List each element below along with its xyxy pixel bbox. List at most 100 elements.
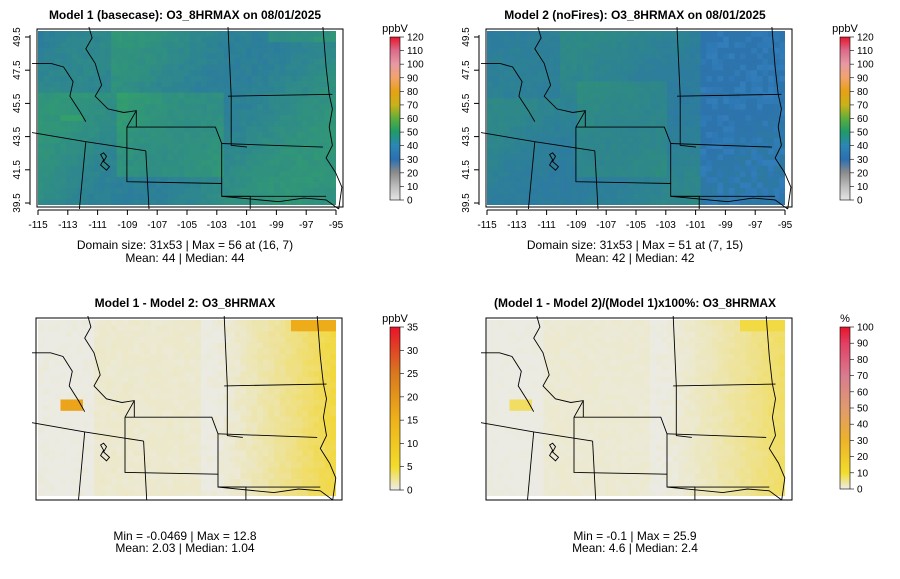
grid-cell [257,176,264,183]
grid-cell [99,427,106,434]
grid-cell [240,120,247,127]
grid-cell [492,70,499,77]
grid-cell [700,188,707,195]
grid-cell [49,342,56,349]
grid-cell [156,143,163,150]
grid-cell [520,81,527,88]
grid-cell [756,64,763,71]
grid-cell [38,64,45,71]
grid-cell [492,193,499,200]
grid-cell [150,331,157,338]
grid-cell [144,120,151,127]
grid-cell [66,109,73,116]
grid-cell [99,154,106,161]
grid-cell [672,81,679,88]
grid-cell [178,376,185,383]
grid-cell [756,154,763,161]
grid-cell [593,143,600,150]
grid-cell [526,59,533,66]
grid-cell [88,126,95,133]
grid-cell [756,36,763,43]
grid-cell [302,176,309,183]
grid-cell [560,188,567,195]
grid-cell [99,478,106,486]
grid-cell [38,371,45,378]
grid-cell [768,64,775,71]
grid-cell [633,42,640,49]
grid-cell [257,103,264,110]
grid-cell [599,92,606,99]
grid-cell [734,176,741,183]
grid-cell [172,365,179,372]
grid-cell [548,148,555,155]
grid-cell [156,171,163,178]
grid-cell [279,92,286,99]
grid-cell [268,342,275,349]
grid-cell [279,137,286,144]
grid-cell [571,36,578,43]
grid-cell [487,160,494,167]
grid-cell [60,165,67,172]
grid-cell [172,53,179,60]
grid-cell [139,199,146,205]
grid-cell [515,165,522,172]
grid-cell [678,126,685,133]
grid-cell [313,92,320,99]
grid-cell [240,171,247,178]
grid-cell [105,393,112,400]
grid-cell [638,36,645,43]
grid-cell [678,137,685,144]
grid-cell [144,337,151,344]
grid-cell [576,193,583,200]
grid-cell [246,98,253,105]
grid-cell [189,98,196,105]
grid-cell [54,331,61,338]
grid-cell [274,388,281,395]
grid-cell [302,467,309,474]
grid-cell [734,59,741,66]
grid-cell [206,427,213,434]
grid-cell [156,154,163,161]
grid-cell [195,126,202,133]
grid-cell [257,87,264,94]
grid-cell [223,467,230,474]
grid-cell [515,143,522,150]
grid-cell [279,422,286,429]
grid-cell [38,148,45,155]
grid-cell [94,354,101,361]
grid-cell [728,165,735,172]
grid-cell [184,388,191,395]
grid-cell [246,143,253,150]
grid-cell [94,393,101,400]
grid-cell [509,103,516,110]
grid-cell [621,59,628,66]
grid-cell [94,126,101,133]
grid-cell [43,371,50,378]
grid-cell [509,137,516,144]
grid-cell [201,337,208,344]
grid-cell [234,331,241,338]
grid-cell [195,359,202,366]
grid-cell [88,154,95,161]
grid-cell [666,182,673,189]
grid-cell [593,132,600,139]
grid-cell [212,450,219,457]
grid-cell [576,31,583,38]
grid-cell [565,176,572,183]
grid-cell [257,354,264,361]
grid-cell [251,461,258,469]
grid-cell [167,331,174,338]
grid-cell [99,410,106,417]
grid-cell [94,320,101,327]
grid-cell [262,148,269,155]
grid-cell [610,193,617,200]
grid-cell [319,109,326,116]
grid-cell [99,188,106,195]
grid-cell [184,154,191,161]
grid-cell [302,439,309,446]
grid-cell [593,103,600,110]
grid-cell [616,115,623,122]
grid-cell [762,182,769,189]
grid-cell [655,182,662,189]
grid-cell [324,36,331,43]
